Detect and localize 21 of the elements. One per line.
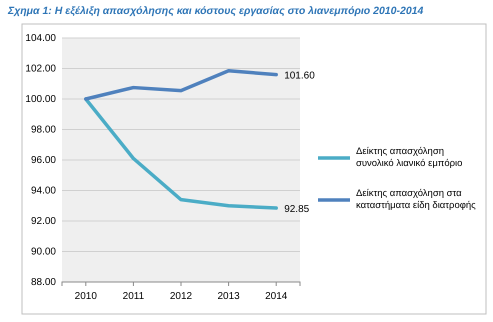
chart-title: Σχημα 1: Η εξέλιξη απασχόλησης και κόστους εργασίας στο λιανεμπόριο 2010-2014 [7, 5, 424, 17]
y-tick-label: 102.00 [25, 64, 56, 75]
x-tick-label: 2014 [265, 291, 288, 302]
y-tick-label: 104.00 [25, 33, 56, 44]
line-series [84, 97, 278, 210]
x-tick-label: 2012 [170, 291, 193, 302]
y-tick-label: 88.00 [30, 277, 56, 288]
y-tick-label: 96.00 [30, 155, 56, 166]
x-tick-label: 2011 [122, 291, 145, 302]
data-label: 92.85 [284, 204, 310, 216]
y-tick-label: 92.00 [30, 216, 56, 228]
y-tick-label: 90.00 [30, 246, 56, 258]
legend-label: Δείκτης απασχόληση στα καταστήματα είδη διατροφής [356, 188, 476, 211]
data-label: 101.60 [284, 70, 316, 82]
legend-label: Δείκτης απασχόληση συνολικό λιανικό εμπόριο [356, 146, 462, 169]
y-tick-label: 94.00 [30, 186, 56, 197]
y-tick-label: 100.00 [25, 94, 56, 106]
x-tick-label: 2010 [74, 291, 98, 302]
line-series [84, 69, 278, 101]
x-tick-label: 2013 [217, 291, 240, 302]
y-tick-label: 98.00 [30, 124, 56, 136]
